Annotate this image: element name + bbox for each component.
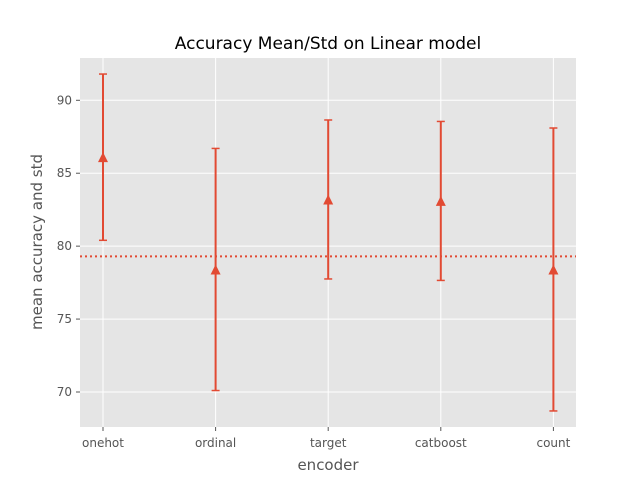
y-tick-label: 80	[57, 239, 72, 253]
mean-marker-ordinal	[210, 264, 221, 275]
x-tick-label-target: target	[310, 436, 347, 450]
y-tick-label: 90	[57, 93, 72, 107]
x-tick-label-onehot: onehot	[82, 436, 124, 450]
x-axis-label: encoder	[297, 456, 359, 474]
y-tick-label: 85	[57, 166, 72, 180]
tick-labels: 70 75 80 85 90 onehot ordinal target catboost cou…	[57, 93, 571, 450]
data-marks	[98, 73, 559, 412]
mean-marker-catboost	[435, 195, 446, 206]
y-tick-label: 70	[57, 385, 72, 399]
x-tick-label-catboost: catboost	[415, 436, 467, 450]
y-tick-label: 75	[57, 312, 72, 326]
chart-title: Accuracy Mean/Std on Linear model	[175, 34, 481, 54]
mean-marker-count	[548, 264, 559, 275]
mean-marker-target	[323, 194, 334, 205]
mean-marker-onehot	[98, 152, 108, 163]
x-tick-label-count: count	[536, 436, 570, 450]
x-tick-label-ordinal: ordinal	[195, 436, 236, 450]
y-axis-label: mean accuracy and std	[28, 154, 46, 330]
